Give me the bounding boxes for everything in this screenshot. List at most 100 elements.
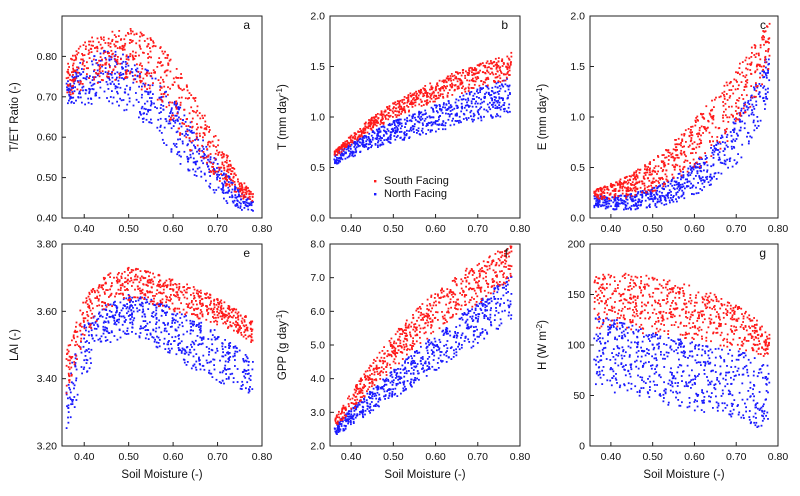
data-point [81, 101, 83, 104]
data-point [750, 95, 753, 97]
data-point [188, 129, 191, 132]
data-point [107, 303, 109, 305]
data-point [338, 156, 341, 159]
data-point [627, 190, 630, 192]
data-point [174, 321, 176, 324]
data-point [202, 162, 204, 165]
data-point [364, 131, 366, 134]
data-point [404, 123, 407, 125]
data-point [597, 190, 600, 193]
data-point [346, 144, 349, 147]
data-point [712, 153, 715, 156]
data-point [130, 32, 132, 35]
data-point [179, 132, 181, 134]
data-point [662, 195, 664, 197]
data-point [227, 317, 230, 319]
data-point [227, 191, 229, 194]
data-point [68, 396, 71, 399]
data-point [447, 100, 450, 103]
data-point [373, 123, 376, 125]
data-point [650, 195, 653, 198]
data-point [84, 41, 86, 44]
data-point [455, 77, 458, 80]
data-point [343, 144, 345, 147]
data-point [485, 62, 488, 64]
data-point [363, 134, 366, 137]
data-point [742, 111, 745, 114]
data-point [114, 45, 117, 47]
data-point [364, 129, 367, 131]
data-point [486, 66, 489, 69]
data-point [446, 109, 449, 111]
data-point [382, 121, 385, 124]
data-point [76, 343, 79, 346]
data-point [397, 106, 400, 109]
data-point [668, 151, 671, 154]
data-point [244, 372, 247, 375]
data-point [148, 121, 151, 124]
data-point [79, 96, 82, 99]
data-point [464, 104, 467, 107]
data-point [444, 79, 447, 82]
data-point [203, 152, 206, 155]
data-point [181, 142, 184, 145]
data-point [487, 71, 490, 74]
data-point [651, 186, 654, 189]
data-point [380, 122, 383, 124]
data-point [122, 315, 125, 318]
data-point [189, 140, 192, 143]
data-point [125, 75, 127, 78]
data-point [187, 97, 189, 100]
data-point [473, 114, 476, 117]
data-point [200, 159, 203, 162]
data-point [369, 143, 372, 145]
data-point [462, 98, 465, 100]
data-point [412, 103, 415, 105]
data-point [359, 150, 362, 153]
data-point [140, 107, 143, 110]
data-point [339, 158, 342, 160]
data-point [614, 190, 617, 192]
data-point [644, 168, 646, 171]
data-point [168, 351, 171, 354]
data-point [226, 202, 229, 204]
data-point [389, 136, 392, 139]
data-point [112, 303, 115, 306]
data-point [630, 175, 632, 178]
data-point [496, 86, 499, 89]
data-point [491, 86, 494, 89]
data-point [419, 88, 422, 91]
data-point [492, 101, 495, 104]
data-point [433, 94, 436, 97]
data-point [186, 130, 189, 133]
data-point [432, 107, 434, 110]
data-point [86, 370, 88, 373]
data-point [596, 188, 599, 190]
data-point [225, 200, 228, 202]
data-point [659, 195, 661, 197]
data-point [478, 84, 481, 87]
data-point [490, 94, 493, 96]
data-point [141, 34, 144, 37]
data-point [635, 195, 638, 198]
data-point [213, 303, 216, 306]
data-point [629, 193, 631, 196]
data-point [152, 82, 154, 84]
data-point [124, 34, 127, 37]
data-point [155, 318, 158, 320]
data-point [147, 284, 149, 287]
data-point [119, 97, 121, 100]
data-point [370, 134, 373, 137]
data-point [763, 65, 765, 68]
data-point [766, 26, 769, 28]
data-point [196, 335, 199, 337]
data-point [242, 383, 244, 386]
data-point [464, 90, 467, 93]
data-point [497, 99, 500, 102]
data-point [121, 66, 123, 68]
data-point [97, 74, 99, 77]
data-point [132, 104, 135, 107]
data-point [627, 189, 629, 191]
data-point [475, 78, 478, 81]
data-point [199, 325, 202, 328]
